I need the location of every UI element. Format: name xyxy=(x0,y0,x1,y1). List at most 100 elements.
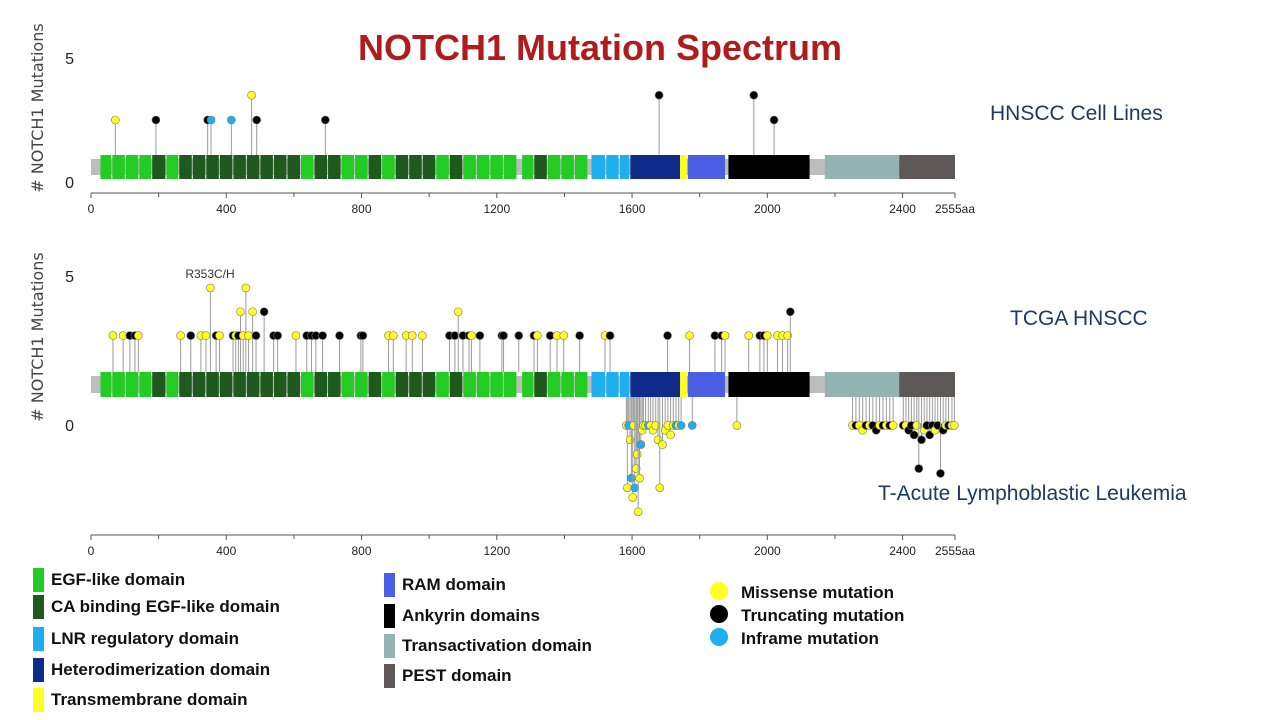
legend-label-domain: Transactivation domain xyxy=(402,636,592,655)
mutation-point xyxy=(407,331,417,340)
mutation-point xyxy=(358,331,368,340)
x-tick-label: 2555aa xyxy=(935,544,975,558)
domain-segment xyxy=(547,155,561,179)
x-tick-label: 0 xyxy=(88,544,95,558)
mutation-point xyxy=(206,115,216,125)
mutation-point-lower xyxy=(633,507,643,517)
mutation-point xyxy=(252,115,261,125)
domain-segment xyxy=(574,155,588,179)
x-tick-label: 1600 xyxy=(619,544,646,558)
domain-segment xyxy=(561,372,574,397)
mutation-point xyxy=(186,331,196,340)
legend-label-domain: Transmembrane domain xyxy=(51,690,248,709)
domain-segment xyxy=(125,372,139,397)
domain-segment xyxy=(409,372,422,397)
domain-segment xyxy=(179,372,192,397)
mutation-point xyxy=(291,331,301,340)
x-tick-label: 800 xyxy=(352,202,372,216)
domain-segment xyxy=(246,155,260,179)
mutation-point xyxy=(236,307,245,317)
domain-segment xyxy=(728,372,810,397)
mutation-point xyxy=(559,331,569,340)
chart-title: NOTCH1 Mutation Spectrum xyxy=(358,27,842,68)
mutation-point xyxy=(749,90,759,100)
domain-segment xyxy=(476,372,490,397)
domain-segment xyxy=(899,372,955,397)
mutation-point-lower xyxy=(655,483,665,493)
legend-swatch-domain xyxy=(384,634,395,658)
domain-segment xyxy=(824,155,900,179)
mutation-point xyxy=(475,331,485,340)
y-axis-label-top: # NOTCH1 Mutations xyxy=(28,23,47,192)
mutation-point xyxy=(244,331,253,340)
domain-segment xyxy=(395,372,409,397)
domain-segment xyxy=(368,372,382,397)
x-tick-label: 2400 xyxy=(889,202,916,216)
domain-segment xyxy=(314,372,328,397)
domain-segment xyxy=(561,155,574,179)
y-axis-label-bottom: # NOTCH1 Mutations xyxy=(28,252,47,421)
domain-segment xyxy=(233,155,246,179)
domain-segment xyxy=(476,155,490,179)
legend-swatch-mutation xyxy=(710,628,728,646)
domain-segment xyxy=(899,155,955,179)
x-tick-label: 2400 xyxy=(889,544,916,558)
domain-segment xyxy=(112,372,125,397)
domain-segment xyxy=(287,155,300,179)
domain-segment xyxy=(341,372,355,397)
mutation-point xyxy=(321,115,330,125)
legend-swatch-domain xyxy=(33,688,44,712)
domain-segment xyxy=(382,155,395,179)
mutation-point-lower xyxy=(630,483,640,493)
mutation-point xyxy=(389,331,398,340)
legend-swatch-mutation xyxy=(710,582,728,600)
panel-tcga-hnscc: # NOTCH1 Mutations TCGA HNSCC T-Acute Ly… xyxy=(28,252,1187,558)
domain-segment xyxy=(449,155,463,179)
mutation-point xyxy=(783,331,792,340)
mutation-point xyxy=(273,331,282,340)
domain-segment xyxy=(219,155,233,179)
domain-segment xyxy=(368,155,382,179)
domain-segment xyxy=(246,372,260,397)
mutation-point xyxy=(151,115,161,125)
domain-segment xyxy=(112,155,125,179)
domain-segment xyxy=(100,372,112,397)
x-tick-label: 400 xyxy=(216,202,236,216)
mutation-point xyxy=(111,115,120,125)
domain-segment xyxy=(503,372,517,397)
legend-label-mutation: Missense mutation xyxy=(741,583,894,602)
domain-segment xyxy=(192,372,206,397)
domain-segment xyxy=(687,372,726,397)
mutation-point xyxy=(206,283,215,293)
legend-swatch-domain xyxy=(33,627,44,651)
mutation-point xyxy=(134,331,143,340)
mutation-point xyxy=(259,307,269,317)
mutation-point xyxy=(108,331,118,340)
mutation-point xyxy=(251,331,261,340)
mutation-point xyxy=(663,331,672,340)
domain-segment xyxy=(547,372,561,397)
domain-segment xyxy=(179,155,192,179)
mutation-point-lower xyxy=(628,493,638,502)
mutation-point-lower xyxy=(912,421,922,430)
domain-segment xyxy=(591,372,606,397)
domain-segment xyxy=(463,372,476,397)
mutation-point-lower xyxy=(888,421,898,430)
mutation-point-lower xyxy=(627,473,636,483)
mutation-point xyxy=(769,115,779,125)
domain-segment xyxy=(630,372,681,397)
domain-segment xyxy=(100,155,112,179)
mutation-point xyxy=(241,283,251,293)
mutation-point xyxy=(467,331,476,340)
domain-segment xyxy=(422,372,436,397)
domain-segment xyxy=(139,155,152,179)
x-tick-label: 0 xyxy=(88,202,95,216)
mutation-point-lower xyxy=(914,464,924,473)
mutation-point xyxy=(227,115,236,125)
mutation-point xyxy=(176,331,185,340)
legend-label-domain: Heterodimerization domain xyxy=(51,660,270,679)
mutation-point-lower xyxy=(917,435,926,445)
domain-segment xyxy=(503,155,517,179)
domain-segment xyxy=(463,155,476,179)
